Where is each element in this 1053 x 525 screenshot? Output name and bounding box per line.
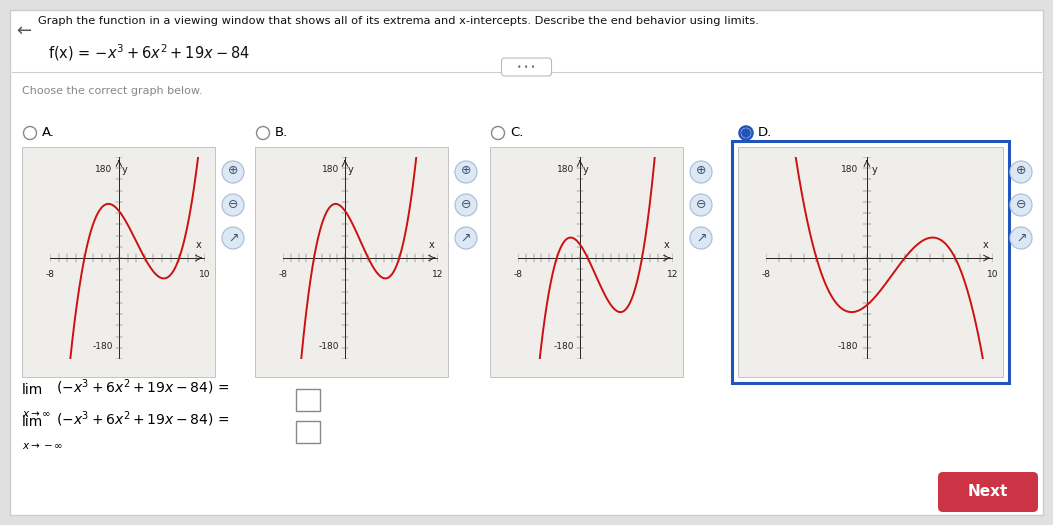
Circle shape (222, 227, 244, 249)
Text: ↗: ↗ (461, 232, 472, 245)
Text: 10: 10 (988, 270, 998, 279)
Text: y: y (122, 165, 127, 175)
Circle shape (222, 194, 244, 216)
Circle shape (23, 127, 37, 140)
Circle shape (690, 161, 712, 183)
Text: -8: -8 (278, 270, 287, 279)
Text: x: x (430, 240, 435, 250)
Text: ⊕: ⊕ (461, 164, 472, 177)
Text: ⊖: ⊖ (227, 197, 238, 211)
Circle shape (455, 227, 477, 249)
Text: 12: 12 (668, 270, 679, 279)
Text: Graph the function in a viewing window that shows all of its extrema and x-inter: Graph the function in a viewing window t… (38, 16, 759, 26)
FancyBboxPatch shape (732, 141, 1009, 383)
Circle shape (455, 161, 477, 183)
Text: -8: -8 (45, 270, 55, 279)
Text: B.: B. (275, 127, 289, 140)
Text: 12: 12 (433, 270, 443, 279)
Circle shape (739, 127, 753, 140)
Text: -8: -8 (514, 270, 522, 279)
Circle shape (690, 227, 712, 249)
Text: ⊖: ⊖ (461, 197, 472, 211)
Text: x: x (664, 240, 670, 250)
Circle shape (741, 129, 750, 137)
Circle shape (222, 161, 244, 183)
Text: lim: lim (22, 383, 43, 397)
Text: $x\to\infty$: $x\to\infty$ (22, 409, 51, 419)
Text: C.: C. (510, 127, 523, 140)
Text: 180: 180 (96, 165, 113, 174)
Text: -180: -180 (837, 342, 858, 351)
Text: $(-x^3 + 6x^2 + 19x - 84)$ =: $(-x^3 + 6x^2 + 19x - 84)$ = (56, 410, 230, 429)
FancyBboxPatch shape (255, 147, 448, 377)
Text: $(-x^3 + 6x^2 + 19x - 84)$ =: $(-x^3 + 6x^2 + 19x - 84)$ = (56, 377, 230, 397)
Text: -180: -180 (318, 342, 339, 351)
Text: 180: 180 (840, 165, 858, 174)
FancyBboxPatch shape (296, 421, 320, 443)
Text: y: y (349, 165, 354, 175)
Text: ⊖: ⊖ (1016, 197, 1027, 211)
Text: 180: 180 (321, 165, 339, 174)
Circle shape (1010, 194, 1032, 216)
Circle shape (690, 194, 712, 216)
FancyBboxPatch shape (490, 147, 683, 377)
Text: • • •: • • • (517, 62, 536, 71)
Text: $x\to-\infty$: $x\to-\infty$ (22, 441, 63, 451)
Text: ←: ← (16, 22, 32, 40)
FancyBboxPatch shape (738, 147, 1004, 377)
Circle shape (1010, 227, 1032, 249)
Circle shape (257, 127, 270, 140)
Text: ⊕: ⊕ (1016, 164, 1027, 177)
Text: y: y (583, 165, 589, 175)
Text: 180: 180 (557, 165, 574, 174)
Text: Choose the correct graph below.: Choose the correct graph below. (22, 86, 202, 96)
Text: x: x (196, 240, 202, 250)
Text: -180: -180 (553, 342, 574, 351)
FancyBboxPatch shape (938, 472, 1038, 512)
Text: ⊕: ⊕ (696, 164, 707, 177)
FancyBboxPatch shape (501, 58, 552, 76)
Circle shape (1010, 161, 1032, 183)
Text: y: y (872, 165, 877, 175)
Text: -180: -180 (93, 342, 113, 351)
Circle shape (455, 194, 477, 216)
Text: A.: A. (42, 127, 55, 140)
Text: x: x (982, 240, 989, 250)
Text: ⊕: ⊕ (227, 164, 238, 177)
FancyBboxPatch shape (9, 10, 1044, 515)
Text: 10: 10 (199, 270, 211, 279)
Text: ↗: ↗ (1016, 232, 1027, 245)
FancyBboxPatch shape (22, 147, 215, 377)
Text: lim: lim (22, 415, 43, 429)
Text: ↗: ↗ (227, 232, 238, 245)
Text: D.: D. (758, 127, 772, 140)
FancyBboxPatch shape (296, 389, 320, 411)
Text: f(x) = $-x^3 + 6x^2 + 19x - 84$: f(x) = $-x^3 + 6x^2 + 19x - 84$ (48, 42, 250, 62)
Text: ↗: ↗ (696, 232, 707, 245)
Text: ⊖: ⊖ (696, 197, 707, 211)
Text: -8: -8 (761, 270, 771, 279)
Circle shape (492, 127, 504, 140)
Text: Next: Next (968, 485, 1008, 499)
